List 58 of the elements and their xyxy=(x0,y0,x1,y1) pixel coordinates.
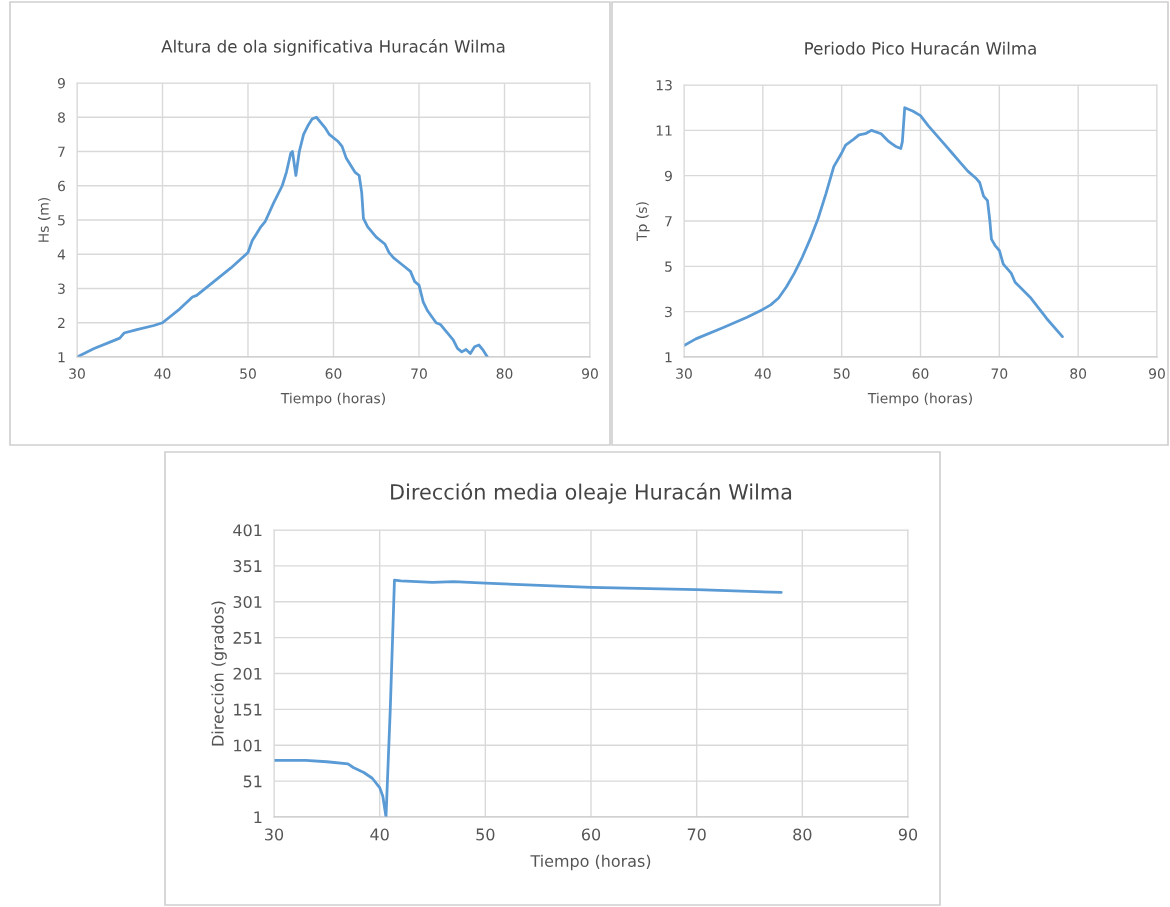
line-series xyxy=(274,578,783,817)
y-tick-label: 351 xyxy=(233,560,262,573)
x-tick-label: 70 xyxy=(411,368,427,379)
x-tick-label: 70 xyxy=(687,828,706,841)
y-tick-label: 1 xyxy=(58,352,65,363)
y-axis-title: Dirección (grados) xyxy=(210,601,227,746)
y-tick-label: 5 xyxy=(58,215,65,226)
y-tick-label: 8 xyxy=(57,112,65,123)
y-tick-label: 7 xyxy=(665,216,672,227)
y-tick-label: 251 xyxy=(233,631,262,644)
x-tick-label: 70 xyxy=(991,368,1008,379)
y-tick-label: 9 xyxy=(664,170,672,182)
y-tick-label: 1 xyxy=(254,811,262,824)
y-tick-label: 11 xyxy=(656,125,672,136)
x-tick-label: 40 xyxy=(370,828,389,841)
x-axis-title: Tiempo (horas) xyxy=(280,392,385,407)
x-tick-label: 80 xyxy=(1070,368,1087,379)
x-tick-label: 40 xyxy=(754,368,771,379)
line-series xyxy=(77,115,489,357)
x-tick-label: 60 xyxy=(325,368,342,379)
x-tick-label: 60 xyxy=(581,828,601,841)
x-tick-label: 30 xyxy=(69,368,85,379)
y-tick-label: 51 xyxy=(243,775,262,788)
x-tick-label: 30 xyxy=(676,368,692,379)
y-tick-label: 1 xyxy=(665,352,672,363)
y-tick-label: 201 xyxy=(233,667,262,680)
y-axis-title: Tp (s) xyxy=(636,202,650,241)
x-tick-label: 60 xyxy=(912,368,929,379)
x-tick-label: 30 xyxy=(265,828,284,841)
x-tick-label: 50 xyxy=(476,828,495,841)
y-tick-label: 7 xyxy=(58,146,65,157)
y-axis-title: Hs (m) xyxy=(38,197,51,242)
y-tick-label: 13 xyxy=(656,79,672,91)
x-tick-label: 50 xyxy=(833,368,850,379)
line-series xyxy=(684,106,1064,348)
y-tick-label: 3 xyxy=(665,306,672,318)
chart-title: Periodo Pico Huracán Wilma xyxy=(805,41,1036,55)
y-tick-label: 2 xyxy=(58,317,65,329)
chart-title: Altura de ola significativa Huracán Wilma xyxy=(161,39,505,56)
y-tick-label: 3 xyxy=(58,283,65,294)
x-tick-label: 90 xyxy=(582,368,598,379)
x-tick-label: 40 xyxy=(154,368,171,379)
y-tick-label: 151 xyxy=(234,703,262,716)
y-tick-label: 9 xyxy=(57,77,65,89)
x-tick-label: 80 xyxy=(496,368,513,379)
chart-title: Dirección media oleaje Huracán Wilma xyxy=(391,482,792,504)
x-tick-label: 80 xyxy=(793,828,812,841)
y-tick-label: 301 xyxy=(233,595,262,609)
y-tick-label: 401 xyxy=(233,524,262,537)
x-tick-label: 90 xyxy=(1149,368,1165,379)
x-axis-title: Tiempo (horas) xyxy=(867,392,972,407)
y-tick-label: 101 xyxy=(234,739,262,752)
x-tick-label: 50 xyxy=(240,368,256,379)
x-axis-title: Tiempo (horas) xyxy=(530,854,651,871)
y-tick-label: 4 xyxy=(57,249,66,260)
y-tick-label: 6 xyxy=(58,180,66,192)
y-tick-label: 5 xyxy=(665,261,672,272)
x-tick-label: 90 xyxy=(898,828,918,841)
